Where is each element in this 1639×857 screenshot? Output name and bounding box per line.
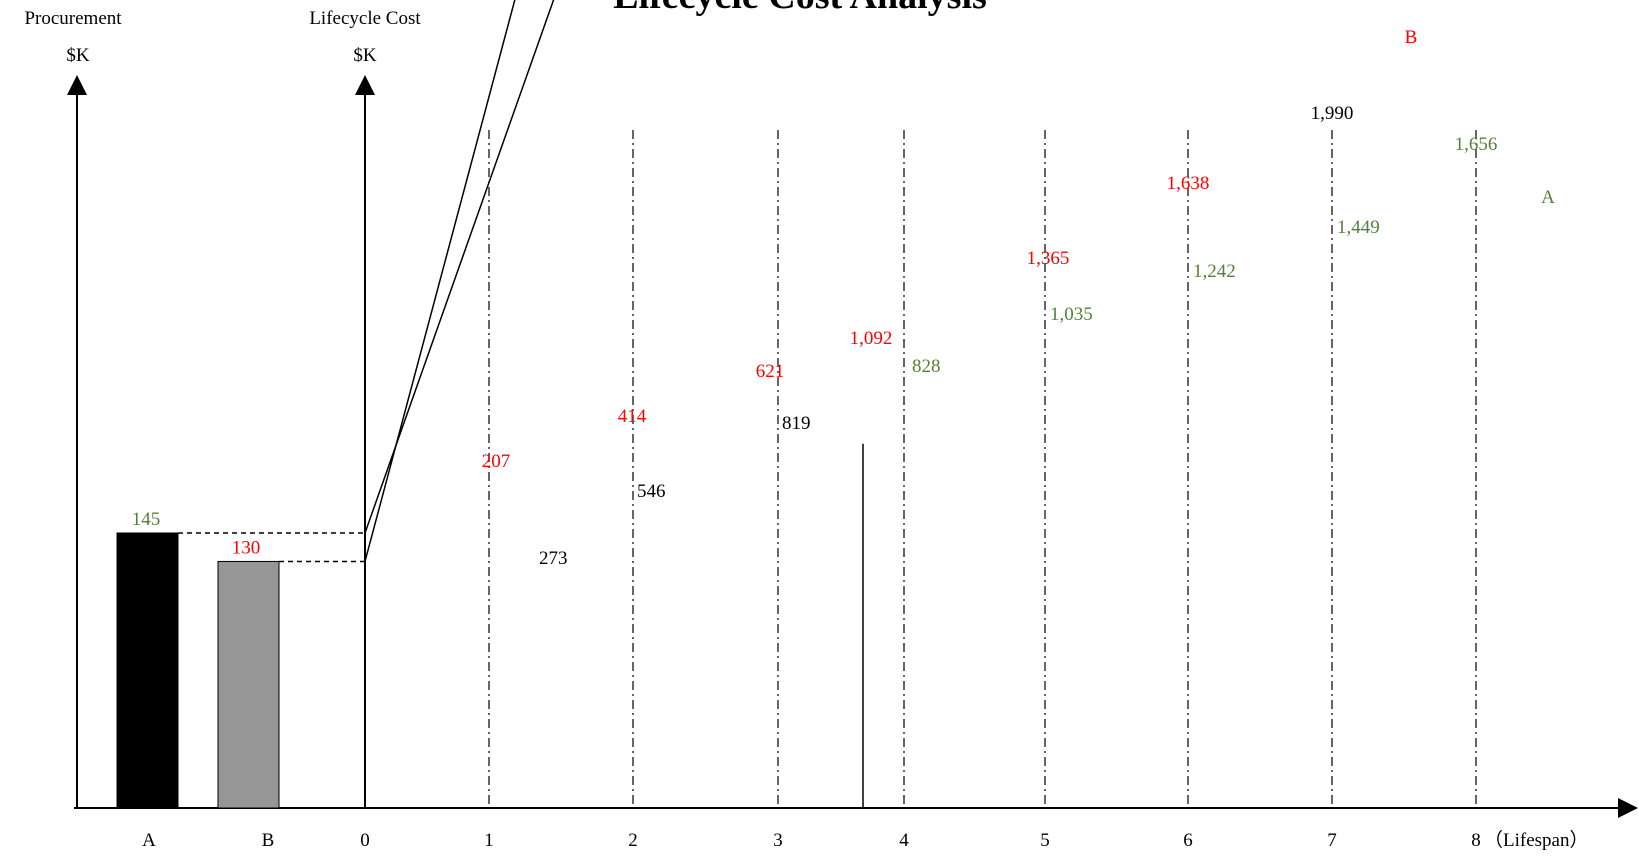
bar-A-category-label: A bbox=[142, 830, 156, 851]
x-tick-label-5: 5 bbox=[1040, 830, 1050, 851]
procurement-axis-label: Procurement bbox=[24, 8, 122, 29]
series-B-label-6: 1,638 bbox=[1167, 173, 1210, 194]
series-A-end-label: A bbox=[1541, 187, 1555, 208]
x-tick-label-4: 4 bbox=[899, 830, 909, 851]
x-tick-label-3: 3 bbox=[773, 830, 783, 851]
series-line-A bbox=[364, 0, 555, 534]
lifecycle-axis-unit: $K bbox=[353, 45, 377, 66]
bar-A-value-label: 145 bbox=[132, 509, 161, 530]
chart-title: Lifecycle Cost Analysis bbox=[613, 0, 987, 17]
series-B-label-2: 546 bbox=[637, 481, 666, 502]
series-A-label-3: 621 bbox=[756, 361, 785, 382]
series-A-label-7: 1,449 bbox=[1337, 217, 1380, 238]
lifecycle-axis-label: Lifecycle Cost bbox=[309, 8, 421, 29]
x-tick-label-0: 0 bbox=[360, 830, 370, 851]
x-axis-suffix: （Lifespan） bbox=[1484, 829, 1588, 851]
bar-B-value-label: 130 bbox=[232, 537, 261, 558]
series-A-label-6: 1,242 bbox=[1193, 261, 1236, 282]
procurement-bars bbox=[116, 532, 365, 809]
series-B-label-1: 273 bbox=[539, 548, 568, 569]
series-line-B bbox=[364, 0, 516, 562]
bar-B-category-label: B bbox=[262, 830, 275, 851]
series-B-label-5: 1,365 bbox=[1027, 248, 1070, 269]
procurement-axis-unit: $K bbox=[66, 45, 90, 66]
x-tick-label-1: 1 bbox=[484, 830, 494, 851]
series-B-label-7: 1,990 bbox=[1311, 103, 1354, 124]
series-A-label-5: 1,035 bbox=[1050, 304, 1093, 325]
series-A-label-8: 1,656 bbox=[1455, 134, 1498, 155]
series-B-label-3: 819 bbox=[782, 413, 811, 434]
series-A-label-4: 828 bbox=[912, 356, 941, 377]
series-B-end-label: B bbox=[1405, 27, 1418, 48]
series-lines bbox=[364, 0, 1477, 808]
series-A-label-1: 207 bbox=[482, 451, 511, 472]
chart-labels: 145 A 130 B 0 1 2 3 4 5 6 7 8 （Lifespan） 207 414 621 828 1… bbox=[132, 27, 1589, 851]
series-A-label-2: 414 bbox=[618, 406, 647, 427]
bar-A bbox=[116, 532, 179, 809]
x-tick-label-7: 7 bbox=[1327, 830, 1337, 851]
bar-B bbox=[217, 560, 280, 809]
x-tick-label-6: 6 bbox=[1183, 830, 1193, 851]
x-tick-label-8: 8 bbox=[1471, 830, 1481, 851]
series-B-label-4: 1,092 bbox=[850, 328, 893, 349]
x-tick-label-2: 2 bbox=[628, 830, 638, 851]
